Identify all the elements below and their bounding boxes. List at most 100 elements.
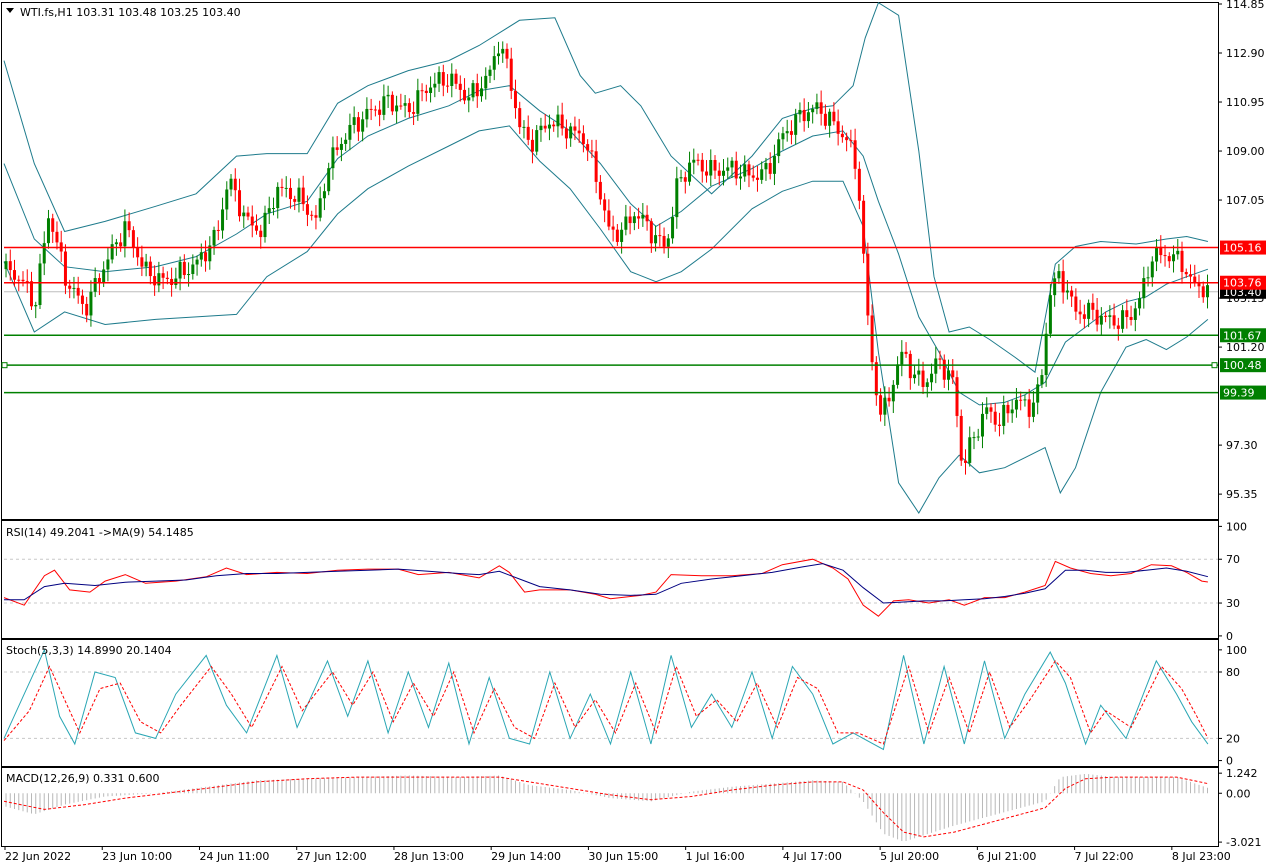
candle-body[interactable] xyxy=(1150,261,1154,278)
candle-body[interactable] xyxy=(509,58,513,91)
candle-body[interactable] xyxy=(331,147,335,169)
macd-pane[interactable]: 1.242 0.00 -3.021 xyxy=(3,767,1261,849)
candle-body[interactable] xyxy=(403,103,407,106)
candle-body[interactable] xyxy=(709,159,713,176)
candle-body[interactable] xyxy=(1053,278,1057,296)
candle-body[interactable] xyxy=(437,72,441,84)
candle-body[interactable] xyxy=(1116,325,1120,329)
candle-body[interactable] xyxy=(1091,302,1095,310)
candle-body[interactable] xyxy=(853,140,857,169)
candle-body[interactable] xyxy=(475,83,479,97)
candle-body[interactable] xyxy=(46,218,50,244)
candle-body[interactable] xyxy=(271,208,275,210)
candle-body[interactable] xyxy=(8,261,12,271)
candle-body[interactable] xyxy=(845,137,849,141)
candle-body[interactable] xyxy=(832,111,836,122)
candle-body[interactable] xyxy=(471,83,475,98)
candle-body[interactable] xyxy=(798,109,802,115)
candle-body[interactable] xyxy=(1023,399,1027,401)
candle-body[interactable] xyxy=(556,114,560,127)
candle-body[interactable] xyxy=(925,382,929,387)
candle-body[interactable] xyxy=(34,305,38,307)
candle-body[interactable] xyxy=(743,164,747,177)
candle-body[interactable] xyxy=(221,209,225,231)
candle-body[interactable] xyxy=(114,242,118,245)
candle-body[interactable] xyxy=(794,114,798,135)
candle-body[interactable] xyxy=(276,186,280,209)
candle-body[interactable] xyxy=(72,287,76,289)
candle-body[interactable] xyxy=(900,351,904,365)
candle-body[interactable] xyxy=(382,96,386,115)
candle-body[interactable] xyxy=(866,253,870,316)
candle-body[interactable] xyxy=(738,176,742,179)
candle-body[interactable] xyxy=(1031,402,1035,417)
candle-body[interactable] xyxy=(751,175,755,178)
candle-body[interactable] xyxy=(1163,255,1167,257)
candle-body[interactable] xyxy=(785,131,789,134)
candle-body[interactable] xyxy=(314,215,318,218)
candle-body[interactable] xyxy=(1155,246,1159,262)
candle-body[interactable] xyxy=(980,413,984,437)
candle-body[interactable] xyxy=(883,397,887,415)
candle-body[interactable] xyxy=(522,126,526,128)
candle-body[interactable] xyxy=(1201,286,1205,298)
candle-body[interactable] xyxy=(526,126,530,140)
candle-body[interactable] xyxy=(505,48,509,59)
candle-body[interactable] xyxy=(722,170,726,176)
horizontal-levels[interactable] xyxy=(1,246,1218,394)
candle-body[interactable] xyxy=(450,73,454,86)
candle-body[interactable] xyxy=(484,75,488,89)
candle-body[interactable] xyxy=(259,230,263,238)
candle-body[interactable] xyxy=(683,177,687,182)
candle-body[interactable] xyxy=(1138,298,1142,309)
candle-body[interactable] xyxy=(344,139,348,144)
candle-body[interactable] xyxy=(378,109,382,115)
candle-body[interactable] xyxy=(13,270,17,280)
candle-body[interactable] xyxy=(51,218,55,232)
candle-body[interactable] xyxy=(140,257,144,267)
candle-body[interactable] xyxy=(492,56,496,70)
candle-body[interactable] xyxy=(390,94,394,112)
candle-body[interactable] xyxy=(671,217,675,239)
candle-body[interactable] xyxy=(4,261,8,270)
candle-body[interactable] xyxy=(811,108,815,113)
candle-body[interactable] xyxy=(1002,404,1006,426)
candle-body[interactable] xyxy=(726,167,730,171)
candle-body[interactable] xyxy=(700,159,704,172)
candle-body[interactable] xyxy=(1146,277,1150,279)
candle-body[interactable] xyxy=(688,162,692,182)
candle-body[interactable] xyxy=(467,97,471,101)
candle-body[interactable] xyxy=(446,85,450,87)
candle-body[interactable] xyxy=(887,397,891,402)
candle-body[interactable] xyxy=(161,273,165,278)
candle-body[interactable] xyxy=(17,279,21,281)
candle-body[interactable] xyxy=(535,130,539,152)
candle-body[interactable] xyxy=(666,238,670,247)
candle-body[interactable] xyxy=(1019,399,1023,401)
candle-body[interactable] xyxy=(250,216,254,226)
candle-body[interactable] xyxy=(242,212,246,217)
candle-body[interactable] xyxy=(1159,246,1163,256)
candle-body[interactable] xyxy=(896,364,900,385)
candle-body[interactable] xyxy=(879,395,883,415)
candle-body[interactable] xyxy=(199,252,203,260)
candle-body[interactable] xyxy=(777,139,781,157)
candle-body[interactable] xyxy=(862,200,866,254)
candle-body[interactable] xyxy=(1112,315,1116,326)
candle-body[interactable] xyxy=(365,108,369,120)
candle-body[interactable] xyxy=(153,276,157,286)
candle-body[interactable] xyxy=(654,235,658,244)
candle-body[interactable] xyxy=(993,411,997,425)
candle-body[interactable] xyxy=(424,90,428,93)
candle-body[interactable] xyxy=(547,124,551,129)
candle-body[interactable] xyxy=(1099,315,1103,325)
candle-body[interactable] xyxy=(216,229,220,231)
candle-body[interactable] xyxy=(106,259,110,270)
candle-body[interactable] xyxy=(454,73,458,84)
candle-body[interactable] xyxy=(904,351,908,354)
candle-body[interactable] xyxy=(123,221,127,247)
rsi-pane[interactable]: 100 70 30 0 xyxy=(3,520,1247,643)
candle-body[interactable] xyxy=(1129,317,1133,320)
candle-body[interactable] xyxy=(874,362,878,396)
candle-body[interactable] xyxy=(68,285,72,289)
